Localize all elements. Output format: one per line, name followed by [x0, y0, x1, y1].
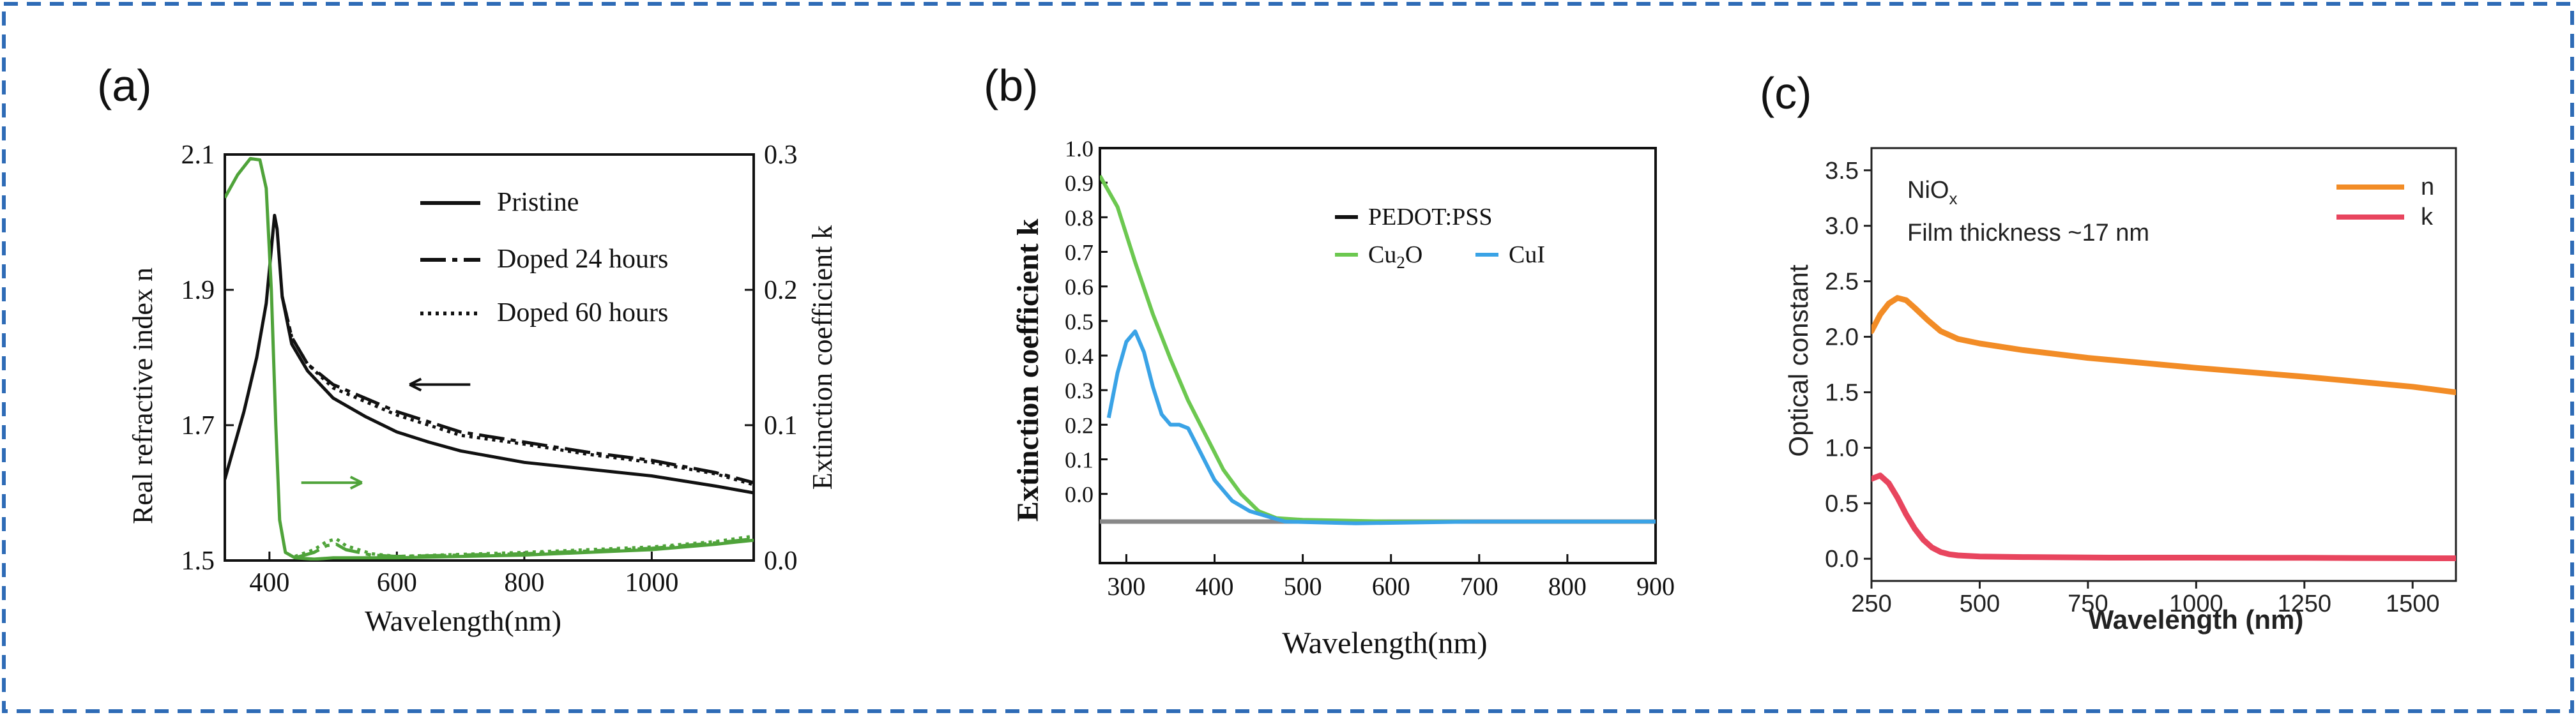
panel-c: (c) 250 500 750 1000 1250 1500 0.0 0.5 1.0 1.5 2.0…	[1760, 68, 2457, 635]
legend-b-label-pedot: PEDOT:PSS	[1368, 204, 1493, 230]
panel-c-xlabel: Wavelength (nm)	[2089, 605, 2304, 635]
panel-c-ytick-label: 0.5	[1825, 490, 1859, 517]
panel-a-series-pristine	[225, 213, 754, 495]
legend-a-label-doped-24: Doped 24 hours	[497, 245, 668, 274]
panel-a-ytick-right-label: 0.0	[764, 546, 798, 576]
panel-c-series-n	[1871, 295, 2456, 395]
panel-b-xtick-label: 400	[1196, 572, 1234, 601]
panel-a-series-doped-60-hours	[280, 296, 754, 486]
panel-c-annotation-material: NiOx	[1907, 177, 1957, 208]
panel-c-xtick-label: 1500	[2386, 591, 2440, 617]
panel-a-ylabel-right: Extinction coefficient k	[807, 225, 838, 490]
panel-c-xtick-label: 1000	[2169, 591, 2223, 617]
legend-a-label-doped-60: Doped 60 hours	[497, 298, 668, 327]
legend-c-label-n: n	[2421, 174, 2434, 200]
panel-a-xtick-label: 800	[504, 568, 544, 598]
panel-a-ytick-label: 1.5	[181, 546, 215, 576]
legend-a-label-pristine: Pristine	[497, 188, 579, 217]
panel-a: (a) 400 600 800 1000 1.5 1.7 1.9 2.1 0.0 0.1 0.2 0.…	[97, 61, 838, 637]
panel-c-ytick-label: 1.0	[1825, 435, 1859, 462]
panel-b: (b) 300 400 500 600 700 800 900 0.0 0.1 0.2 0.3 0.4…	[984, 61, 1675, 660]
panel-a-plot-frame	[224, 153, 755, 562]
panel-c-annotation-thickness: Film thickness ~17 nm	[1907, 220, 2149, 246]
panel-c-legend: n k	[2336, 174, 2434, 230]
panel-a-xlabel: Wavelength(nm)	[365, 605, 561, 637]
panel-c-plot-frame	[1870, 147, 2457, 582]
panel-a-label: (a)	[97, 61, 152, 110]
panel-a-series-doped-24-hours	[280, 296, 754, 485]
panel-c-ytick-label: 0.0	[1825, 546, 1859, 573]
panel-b-series-cu2o	[1100, 174, 1656, 523]
panel-a-xtick-label: 400	[249, 568, 289, 598]
panel-b-xtick-label: 600	[1372, 572, 1410, 601]
panel-c-label: (c)	[1760, 68, 1812, 118]
panel-a-ytick-right-label: 0.3	[764, 140, 798, 170]
panel-c-ylabel: Optical constant	[1783, 264, 1813, 456]
panel-b-ytick-label: 0.5	[1065, 309, 1094, 335]
panel-c-ytick-label: 3.0	[1825, 213, 1859, 240]
panel-c-xtick-label: 500	[1960, 591, 2000, 617]
panel-b-ytick-label: 0.2	[1065, 412, 1094, 438]
panel-b-xtick-label: 500	[1284, 572, 1322, 601]
panel-c-xtick-label: 250	[1851, 591, 1891, 617]
panel-b-ytick-label: 0.4	[1065, 343, 1094, 369]
panel-a-ytick-label: 1.7	[181, 411, 215, 440]
panel-b-ytick-label: 1.0	[1065, 136, 1094, 162]
panel-a-ylabel: Real refractive index n	[127, 267, 158, 524]
legend-b-label-cu2o: Cu2O	[1368, 241, 1422, 272]
panel-a-ytick-right-label: 0.2	[764, 276, 798, 305]
panel-c-ytick-label: 2.0	[1825, 324, 1859, 351]
panel-b-ytick-label: 0.3	[1065, 378, 1094, 403]
panel-b-ytick-label: 0.9	[1065, 170, 1094, 196]
panel-c-series-k	[1871, 472, 2456, 561]
panel-b-xtick-label: 900	[1636, 572, 1675, 601]
legend-c-label-k: k	[2421, 204, 2434, 230]
legend-b-label-cui: CuI	[1509, 241, 1545, 268]
panel-b-label: (b)	[984, 61, 1039, 110]
panel-b-ytick-label: 0.8	[1065, 205, 1094, 230]
panel-a-plot: 400 600 800 1000 1.5 1.7 1.9 2.1 0.0 0.1 0.2 0.3	[181, 140, 798, 598]
panel-b-ytick-label: 0.1	[1065, 448, 1094, 473]
panel-b-ylabel: Extinction coefficient k	[1011, 218, 1045, 522]
panel-a-ytick-label: 1.9	[181, 276, 215, 305]
panel-b-ytick-label: 0.6	[1065, 275, 1094, 300]
panel-a-xtick-label: 1000	[625, 568, 678, 598]
panel-a-ytick-label: 2.1	[181, 140, 215, 170]
panel-a-legend: Pristine Doped 24 hours Doped 60 hours	[420, 188, 668, 327]
panel-b-plot: 300 400 500 600 700 800 900 0.0 0.1 0.2 0.3 0.4 0.5 0…	[1065, 136, 1675, 601]
panel-b-legend: PEDOT:PSS Cu2O CuI	[1335, 204, 1545, 272]
panel-c-ytick-label: 2.5	[1825, 269, 1859, 296]
panel-b-ytick-label: 0.7	[1065, 240, 1094, 266]
panel-a-arrow-right-head	[349, 476, 363, 490]
panel-b-series-cui	[1106, 329, 1656, 525]
panel-b-xtick-label: 700	[1460, 572, 1498, 601]
panel-a-arrow-left-head	[409, 377, 422, 392]
panel-a-series-doped-60-hours-k	[294, 534, 754, 559]
panel-c-ytick-label: 1.5	[1825, 379, 1859, 406]
panel-b-xtick-label: 300	[1107, 572, 1145, 601]
panel-c-xtick-label: 750	[2068, 591, 2108, 617]
panel-b-xtick-label: 800	[1548, 572, 1587, 601]
panel-c-ytick-label: 3.5	[1825, 158, 1859, 184]
panel-c-xtick-label: 1250	[2278, 591, 2332, 617]
panel-a-xtick-label: 600	[377, 568, 417, 598]
panel-c-plot: 250 500 750 1000 1250 1500 0.0 0.5 1.0 1.5 2.0 2.5 3…	[1825, 147, 2457, 617]
panel-b-ytick-label: 0.0	[1065, 482, 1094, 508]
panel-a-ytick-right-label: 0.1	[764, 411, 798, 440]
panel-b-xlabel: Wavelength(nm)	[1282, 626, 1487, 660]
